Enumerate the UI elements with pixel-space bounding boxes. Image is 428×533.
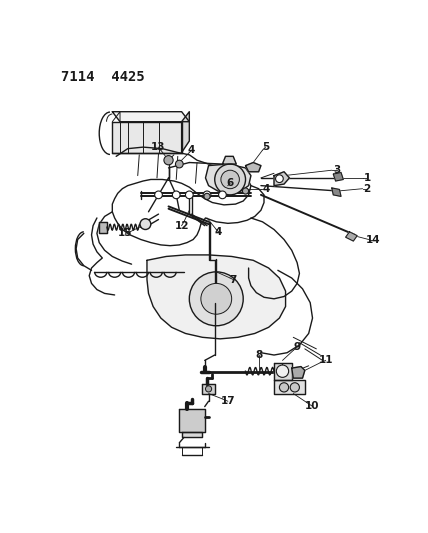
Text: 6: 6 [226, 179, 234, 188]
Circle shape [276, 365, 288, 377]
Text: 7: 7 [229, 274, 237, 285]
Text: 7114  4425: 7114 4425 [61, 70, 145, 84]
Circle shape [155, 191, 162, 199]
Polygon shape [274, 379, 305, 393]
Circle shape [290, 383, 300, 392]
Circle shape [175, 160, 183, 168]
Text: 15: 15 [118, 228, 133, 238]
Text: 2: 2 [363, 184, 371, 193]
Circle shape [221, 170, 239, 189]
Circle shape [203, 191, 211, 199]
Polygon shape [179, 409, 205, 432]
Polygon shape [346, 232, 357, 241]
Polygon shape [333, 173, 343, 181]
Text: 4: 4 [215, 227, 222, 237]
Polygon shape [292, 367, 305, 378]
Circle shape [204, 193, 210, 199]
Polygon shape [205, 164, 251, 193]
Polygon shape [99, 222, 107, 233]
Polygon shape [274, 172, 289, 185]
Text: 13: 13 [151, 142, 166, 152]
Circle shape [172, 191, 180, 199]
Circle shape [279, 383, 288, 392]
Text: 9: 9 [294, 342, 301, 352]
Polygon shape [274, 363, 292, 379]
Circle shape [219, 191, 226, 199]
Text: 3: 3 [333, 165, 341, 175]
Circle shape [276, 175, 283, 182]
Text: 4: 4 [188, 145, 195, 155]
Polygon shape [246, 163, 261, 172]
Polygon shape [202, 384, 215, 393]
Text: 17: 17 [220, 396, 235, 406]
Circle shape [201, 284, 232, 314]
Circle shape [185, 191, 193, 199]
Circle shape [205, 386, 212, 392]
Polygon shape [181, 432, 202, 438]
Polygon shape [112, 122, 181, 152]
Text: 8: 8 [255, 350, 262, 360]
Polygon shape [332, 188, 341, 196]
Text: 12: 12 [174, 221, 189, 231]
Text: 10: 10 [304, 401, 319, 411]
Text: 11: 11 [318, 356, 333, 366]
Text: 5: 5 [262, 142, 269, 152]
Text: 1: 1 [363, 173, 371, 183]
Circle shape [164, 156, 173, 165]
Text: 14: 14 [366, 235, 380, 245]
Circle shape [189, 272, 243, 326]
Polygon shape [181, 112, 189, 152]
Circle shape [140, 219, 151, 230]
Text: 4: 4 [263, 184, 270, 193]
Circle shape [242, 188, 249, 194]
Polygon shape [223, 156, 236, 164]
Polygon shape [112, 112, 189, 122]
Circle shape [215, 164, 246, 195]
Polygon shape [147, 255, 285, 339]
